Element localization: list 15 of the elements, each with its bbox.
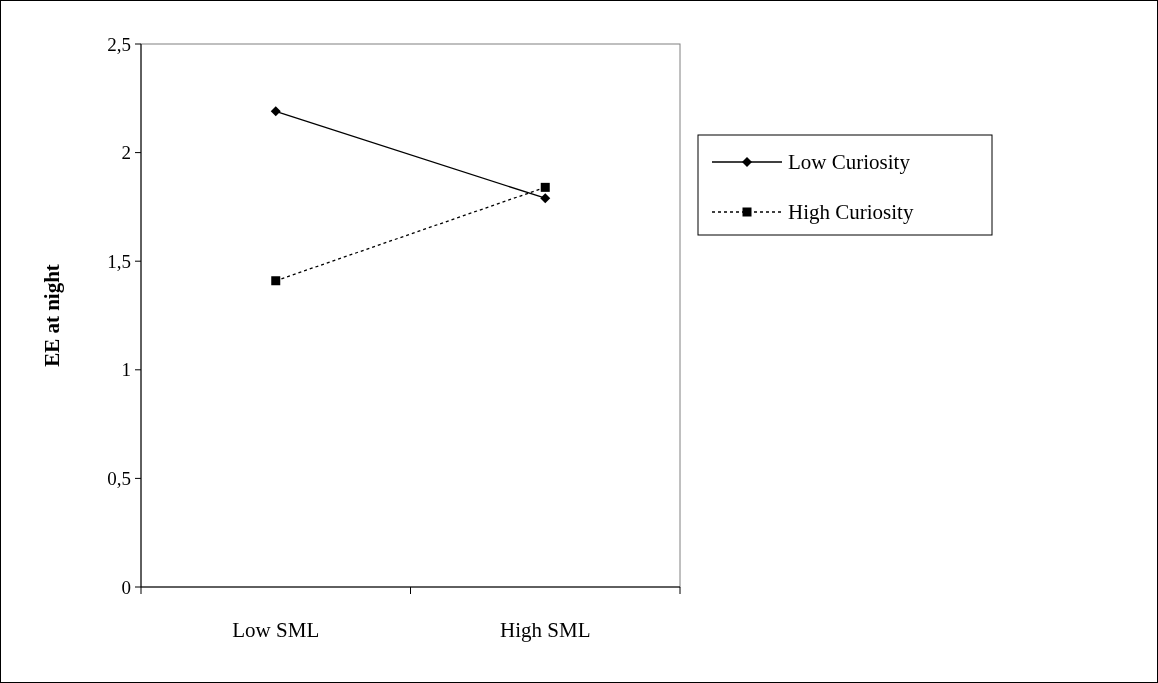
y-tick-label: 1: [121, 359, 131, 381]
x-tick-label: High SML: [500, 618, 591, 642]
point: [270, 106, 281, 117]
point: [540, 182, 550, 192]
y-tick-label: 1,5: [107, 250, 131, 272]
y-tick-label: 0: [121, 576, 131, 598]
point: [271, 276, 281, 286]
legend-label: Low Curiosity: [788, 150, 911, 175]
point: [540, 193, 551, 204]
legend-label: High Curiosity: [788, 200, 914, 225]
x-tick-label: Low SML: [232, 618, 320, 642]
y-axis-title: EE at night: [40, 264, 64, 367]
y-tick-label: 0,5: [107, 468, 131, 490]
y-tick-label: 2: [121, 142, 131, 164]
y-tick-label: 2,5: [107, 33, 131, 55]
